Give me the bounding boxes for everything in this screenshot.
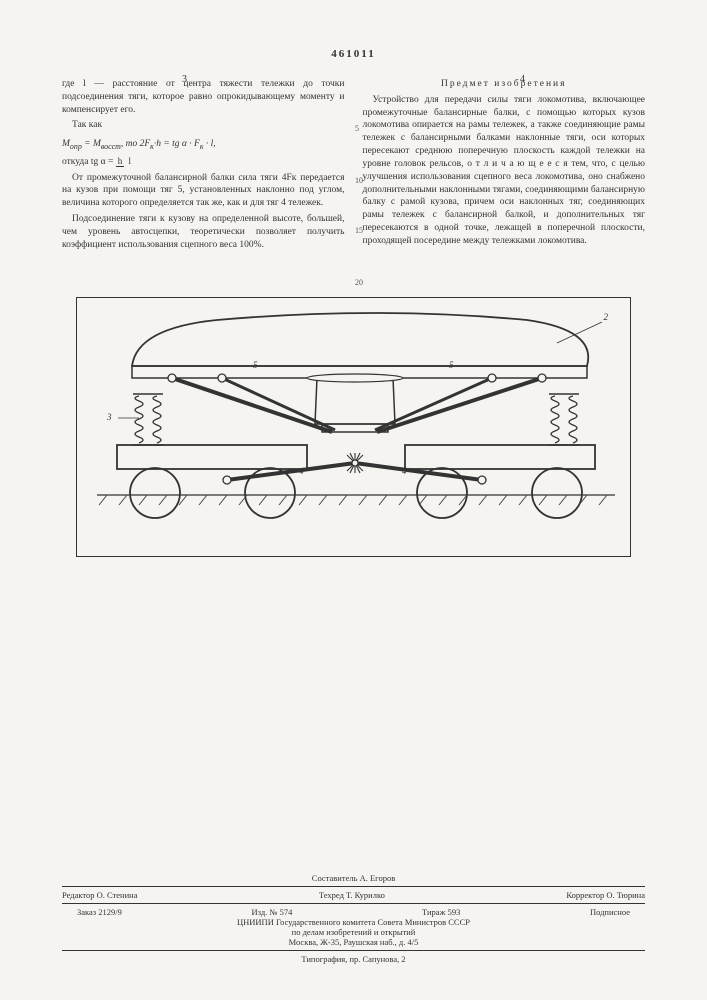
subject-title: Предмет изобретения — [363, 78, 646, 91]
diagram-label-4: 4 — [299, 466, 304, 476]
col-number-left: 3 — [182, 74, 187, 85]
diagram-label-2: 2 — [604, 312, 609, 322]
patent-number: 461011 — [62, 48, 645, 60]
col-number-right: 4 — [520, 74, 525, 85]
footer-tirazh: Тираж 593 — [422, 907, 460, 917]
diagram-label-4: 4 — [402, 466, 407, 476]
left-p3: От промежуточной балансирной балки сила … — [62, 172, 345, 210]
footer: Составитель А. Егоров Редактор О. Стенин… — [62, 873, 645, 964]
left-column: где l — расстояние от центра тяжести тел… — [62, 78, 345, 255]
line-marker: 20 — [355, 278, 363, 287]
footer-org2: по делам изобретений и открытий — [62, 927, 645, 937]
footer-techred: Техред Т. Курилко — [319, 890, 385, 900]
footer-editor: Редактор О. Стенина — [62, 890, 137, 900]
footer-sub: Подписное — [590, 907, 630, 917]
line-marker: 5 — [355, 124, 359, 133]
left-p1: где l — расстояние от центра тяжести тел… — [62, 78, 345, 116]
footer-typo: Типография, пр. Сапунова, 2 — [62, 954, 645, 964]
footer-addr: Москва, Ж-35, Раушская наб., д. 4/5 — [62, 937, 645, 947]
diagram-label-5: 5 — [253, 360, 258, 370]
left-p4: Подсоединение тяги к кузову на определен… — [62, 213, 345, 251]
footer-compiler: Составитель А. Егоров — [62, 873, 645, 883]
footer-order: Заказ 2129/9 — [77, 907, 122, 917]
line-marker: 15 — [355, 226, 363, 235]
right-p1: Устройство для передачи силы тяги локомо… — [363, 94, 646, 248]
footer-org1: ЦНИИПИ Государственного комитета Совета … — [62, 917, 645, 927]
footer-corrector: Корректор О. Тюрина — [566, 890, 645, 900]
formula-1: Mопр = Mвосст, то 2Fк·h = tg α · Fк · l, — [62, 138, 345, 153]
diagram-label-5: 5 — [449, 360, 454, 370]
left-p2: Так как — [62, 119, 345, 132]
formula-2: откуда tg α = h l — [62, 156, 345, 169]
line-marker: 10 — [355, 176, 363, 185]
right-column: Предмет изобретения Устройство для перед… — [363, 78, 646, 255]
technical-diagram: 2 3 4 4 5 5 — [76, 297, 631, 557]
diagram-label-3: 3 — [107, 412, 112, 422]
text-columns: 3 4 где l — расстояние от центра тяжести… — [62, 78, 645, 255]
footer-izd: Изд. № 574 — [252, 907, 293, 917]
